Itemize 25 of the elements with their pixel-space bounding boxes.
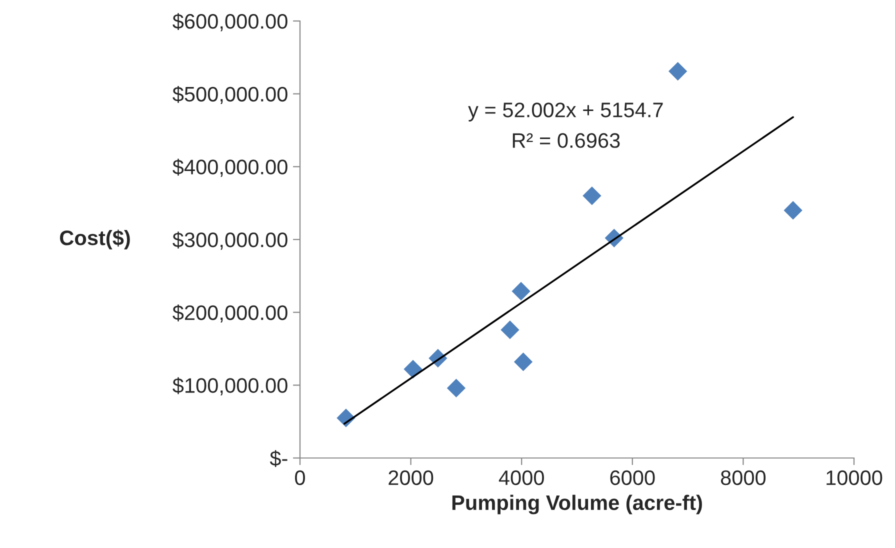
x-axis-title: Pumping Volume (acre-ft)	[452, 494, 702, 514]
y-tick-label: $200,000.00	[172, 304, 288, 323]
y-tick-label: $100,000.00	[172, 377, 288, 396]
x-tick-label: 6000	[610, 470, 655, 486]
point	[500, 320, 520, 340]
y-tick-label: $400,000.00	[172, 158, 288, 177]
point	[582, 186, 602, 206]
point	[404, 360, 422, 378]
y-axis-title: Cost($)	[60, 230, 130, 250]
y-tick-label: $300,000.00	[172, 232, 288, 250]
x-tick-label: 10000	[826, 470, 882, 486]
annotation: R² = 0.6963	[512, 133, 620, 148]
point	[784, 201, 802, 220]
y-tick-label: $600,000.00	[172, 13, 288, 32]
annotation: y = 52.002x + 5154.7	[468, 102, 663, 122]
x-tick-label: 2000	[388, 470, 434, 486]
x-tick-label: 8000	[720, 470, 766, 486]
point	[512, 282, 530, 301]
y-tick-label: $-	[270, 450, 288, 467]
point	[514, 352, 533, 372]
point	[668, 62, 688, 81]
x-tick-label: 4000	[498, 470, 544, 486]
point	[446, 378, 466, 398]
x-tick-label: 0	[295, 470, 305, 486]
y-tick-label: $500,000.00	[172, 86, 288, 104]
